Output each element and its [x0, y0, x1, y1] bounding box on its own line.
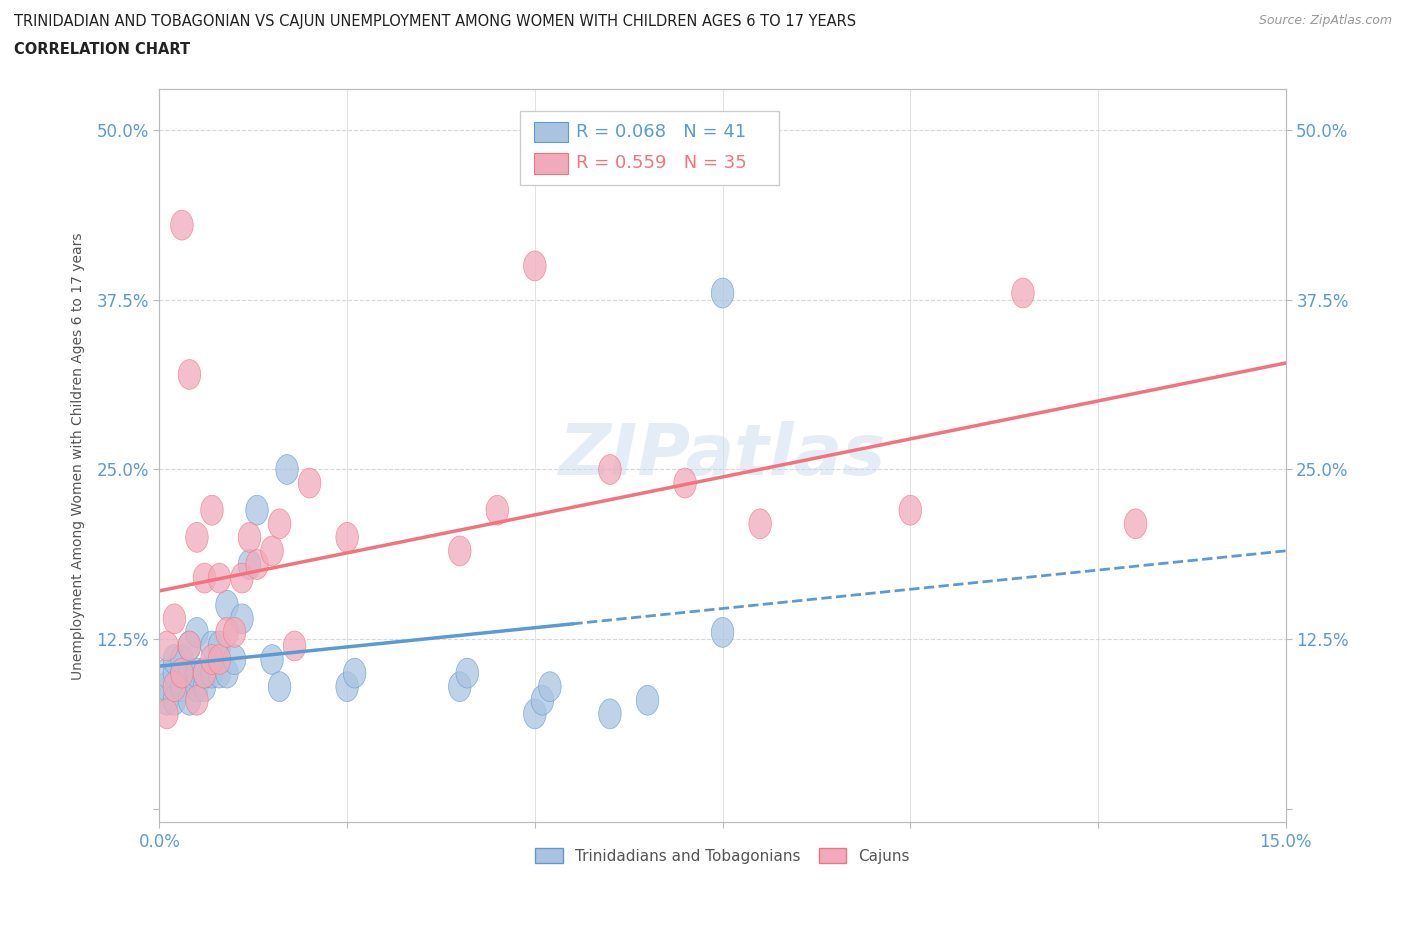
Ellipse shape	[163, 644, 186, 674]
Ellipse shape	[201, 658, 224, 688]
Ellipse shape	[179, 631, 201, 661]
Ellipse shape	[276, 455, 298, 485]
Ellipse shape	[246, 496, 269, 525]
Ellipse shape	[336, 671, 359, 701]
Ellipse shape	[163, 671, 186, 701]
Ellipse shape	[449, 671, 471, 701]
Ellipse shape	[449, 536, 471, 565]
Ellipse shape	[673, 468, 696, 498]
Ellipse shape	[711, 278, 734, 308]
Ellipse shape	[531, 685, 554, 715]
Ellipse shape	[1125, 509, 1147, 538]
Ellipse shape	[208, 631, 231, 661]
Ellipse shape	[283, 631, 307, 661]
Ellipse shape	[163, 685, 186, 715]
Ellipse shape	[156, 685, 179, 715]
Ellipse shape	[179, 631, 201, 661]
Ellipse shape	[523, 699, 546, 729]
Text: CORRELATION CHART: CORRELATION CHART	[14, 42, 190, 57]
Ellipse shape	[201, 644, 224, 674]
Ellipse shape	[298, 468, 321, 498]
Ellipse shape	[170, 658, 193, 688]
Ellipse shape	[260, 644, 283, 674]
Ellipse shape	[156, 658, 179, 688]
Ellipse shape	[238, 523, 260, 552]
Y-axis label: Unemployment Among Women with Children Ages 6 to 17 years: Unemployment Among Women with Children A…	[72, 232, 86, 680]
Ellipse shape	[637, 685, 659, 715]
Ellipse shape	[231, 604, 253, 633]
Ellipse shape	[163, 604, 186, 633]
Ellipse shape	[523, 251, 546, 281]
Ellipse shape	[163, 658, 186, 688]
Ellipse shape	[269, 671, 291, 701]
Ellipse shape	[215, 591, 238, 620]
Ellipse shape	[208, 564, 231, 593]
Ellipse shape	[208, 644, 231, 674]
Ellipse shape	[711, 618, 734, 647]
Ellipse shape	[186, 685, 208, 715]
Ellipse shape	[179, 658, 201, 688]
Ellipse shape	[170, 210, 193, 240]
Legend: Trinidadians and Tobagonians, Cajuns: Trinidadians and Tobagonians, Cajuns	[529, 842, 917, 870]
Ellipse shape	[193, 671, 215, 701]
Ellipse shape	[749, 509, 772, 538]
Ellipse shape	[170, 671, 193, 701]
Text: ZIPatlas: ZIPatlas	[560, 421, 886, 490]
Ellipse shape	[186, 523, 208, 552]
Ellipse shape	[599, 699, 621, 729]
Text: R = 0.068   N = 41: R = 0.068 N = 41	[576, 123, 747, 141]
Ellipse shape	[201, 496, 224, 525]
FancyBboxPatch shape	[520, 112, 779, 185]
Ellipse shape	[193, 658, 215, 688]
Ellipse shape	[186, 618, 208, 647]
Ellipse shape	[193, 564, 215, 593]
Ellipse shape	[170, 658, 193, 688]
Ellipse shape	[336, 523, 359, 552]
Text: R = 0.559   N = 35: R = 0.559 N = 35	[576, 154, 747, 172]
Ellipse shape	[156, 631, 179, 661]
Ellipse shape	[224, 644, 246, 674]
Ellipse shape	[599, 455, 621, 485]
Ellipse shape	[269, 509, 291, 538]
Ellipse shape	[486, 496, 509, 525]
Ellipse shape	[215, 618, 238, 647]
Ellipse shape	[456, 658, 478, 688]
Text: TRINIDADIAN AND TOBAGONIAN VS CAJUN UNEMPLOYMENT AMONG WOMEN WITH CHILDREN AGES : TRINIDADIAN AND TOBAGONIAN VS CAJUN UNEM…	[14, 14, 856, 29]
Ellipse shape	[1012, 278, 1035, 308]
Ellipse shape	[186, 658, 208, 688]
Ellipse shape	[193, 658, 215, 688]
FancyBboxPatch shape	[534, 122, 568, 142]
Ellipse shape	[170, 644, 193, 674]
Ellipse shape	[343, 658, 366, 688]
Ellipse shape	[201, 631, 224, 661]
Ellipse shape	[208, 658, 231, 688]
Ellipse shape	[238, 550, 260, 579]
Ellipse shape	[179, 685, 201, 715]
Ellipse shape	[179, 360, 201, 390]
Ellipse shape	[898, 496, 921, 525]
Ellipse shape	[215, 658, 238, 688]
Ellipse shape	[156, 671, 179, 701]
Ellipse shape	[538, 671, 561, 701]
Ellipse shape	[224, 618, 246, 647]
Text: Source: ZipAtlas.com: Source: ZipAtlas.com	[1258, 14, 1392, 27]
FancyBboxPatch shape	[534, 153, 568, 174]
Ellipse shape	[186, 671, 208, 701]
Ellipse shape	[246, 550, 269, 579]
Ellipse shape	[231, 564, 253, 593]
Ellipse shape	[260, 536, 283, 565]
Ellipse shape	[156, 699, 179, 729]
